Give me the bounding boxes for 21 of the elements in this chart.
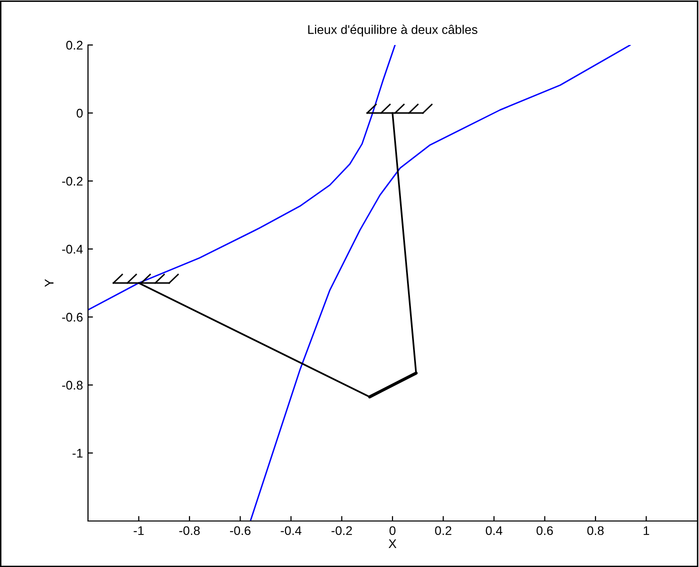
y-tick-label: -0.4 <box>62 244 83 254</box>
x-tick-label: 0.2 <box>435 526 452 536</box>
x-tick-label: 0.4 <box>486 526 502 536</box>
y-tick-label: -0.2 <box>62 176 83 186</box>
x-tick-label: -0.2 <box>332 526 352 536</box>
x-tick-label: 0 <box>390 526 396 536</box>
y-axis-title: Y <box>44 279 54 287</box>
y-tick-label: -0.8 <box>62 380 83 390</box>
chart-title: Lieux d'équilibre à deux câbles <box>308 24 478 36</box>
x-tick-label: 0.8 <box>587 526 604 536</box>
x-tick-label: -1 <box>134 526 144 535</box>
x-axis-title: X <box>388 539 396 548</box>
y-tick-label: -0.6 <box>62 312 83 322</box>
y-tick-label: -1 <box>72 448 83 458</box>
x-tick-label: 1 <box>644 526 650 535</box>
y-tick-label: 0 <box>76 108 83 118</box>
x-tick-label: -0.4 <box>280 526 302 536</box>
x-tick-label: 0.6 <box>536 526 553 536</box>
x-tick-label: -0.8 <box>179 526 200 536</box>
y-tick-label: 0.2 <box>66 40 83 50</box>
x-tick-label: -0.6 <box>230 526 250 536</box>
